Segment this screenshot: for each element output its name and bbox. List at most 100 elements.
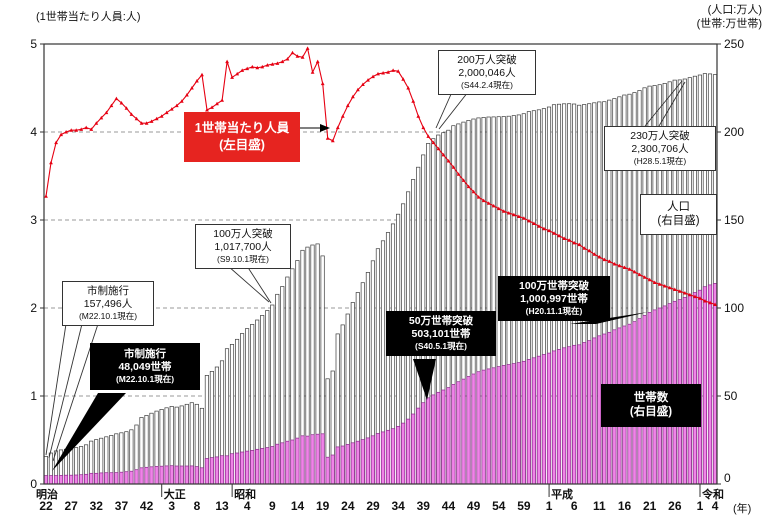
households-bar xyxy=(481,369,486,485)
households-bar xyxy=(204,458,209,485)
households-bar xyxy=(275,443,280,485)
households-bar xyxy=(194,466,199,485)
callout-value: 503,101世帯 xyxy=(411,328,471,341)
per-household-markers xyxy=(44,46,718,307)
households-bar xyxy=(325,456,330,485)
x-axis-unit: (年) xyxy=(733,503,752,515)
households-bar xyxy=(350,442,355,485)
households-bar xyxy=(546,352,552,485)
x-axis-tick-label: 39 xyxy=(416,499,430,513)
households-bar xyxy=(63,474,69,485)
callout-leader-line xyxy=(658,81,686,127)
households-bar xyxy=(416,407,421,485)
households-bar xyxy=(556,349,562,485)
right-axis-tick-label: 50 xyxy=(724,389,738,403)
right-axis-tick-label: 200 xyxy=(724,125,745,139)
households-bar xyxy=(526,359,531,485)
households-bar xyxy=(104,472,109,485)
households-bar xyxy=(345,444,350,485)
households-bar xyxy=(245,450,250,485)
callout-leader-line xyxy=(227,265,270,303)
households-bar xyxy=(330,454,335,485)
x-axis-tick-label: 29 xyxy=(366,499,380,513)
households-bar xyxy=(199,467,204,485)
households-bar xyxy=(179,465,184,485)
left-axis-tick-label: 5 xyxy=(30,37,37,51)
x-axis-tick-label: 54 xyxy=(492,499,506,513)
callout-two-point-three-million-population: 230万人突破 2,300,706人 (H28.5.1現在) xyxy=(604,126,716,171)
households-bar xyxy=(310,434,315,485)
callout-title: 100万人突破 xyxy=(213,228,273,240)
right-axis-title-population: (人口:万人) xyxy=(707,4,762,16)
x-axis-tick-label: 8 xyxy=(193,499,201,513)
x-axis-tick-label: 16 xyxy=(617,499,632,513)
households-bar xyxy=(476,371,481,485)
households-bar xyxy=(471,373,476,485)
households-bar xyxy=(74,474,79,485)
right-axis-tick-label: 150 xyxy=(724,213,745,227)
households-bar xyxy=(486,368,491,485)
households-bar xyxy=(250,450,255,485)
x-axis-tick-label: 59 xyxy=(517,499,531,513)
x-axis-tick-label: 9 xyxy=(269,499,276,513)
households-bar xyxy=(99,472,104,485)
households-bar xyxy=(360,439,365,485)
callout-one-million-households: 100万世帯突破 1,000,997世帯 (H20.11.1現在) xyxy=(498,276,610,321)
callout-leader-line xyxy=(246,265,272,304)
households-bar xyxy=(380,431,386,485)
households-bar xyxy=(390,428,396,485)
callout-date: (H20.11.1現在) xyxy=(525,306,583,317)
x-axis-tick-label: 14 xyxy=(290,499,305,513)
households-bar xyxy=(441,389,446,485)
x-axis-tick-label: 42 xyxy=(139,499,154,513)
households-bar xyxy=(58,475,64,485)
households-bar xyxy=(285,440,290,485)
callout-city-founding-households: 市制施行 48,049世帯 (M22.10.1現在) xyxy=(90,343,200,390)
x-axis-tick-label: 27 xyxy=(64,499,78,513)
households-bar xyxy=(219,455,225,485)
households-bar xyxy=(69,474,74,485)
households-bar xyxy=(305,435,310,485)
legend-scale-note: (左目盛) xyxy=(219,137,265,152)
plot-frame xyxy=(43,43,718,485)
households-bar xyxy=(406,418,411,485)
callout-value: 2,300,706人 xyxy=(631,143,689,156)
right-axis-tick-label: 0 xyxy=(724,471,731,485)
callout-date: (M22.10.1現在) xyxy=(78,311,138,322)
households-bar xyxy=(531,357,536,485)
x-axis-tick-label: 1 xyxy=(696,499,704,513)
legend-label: 人口 xyxy=(667,201,690,213)
callout-date: (S9.10.1現在) xyxy=(217,254,269,265)
households-bar xyxy=(431,394,436,485)
households-bar xyxy=(89,472,94,485)
households-bar xyxy=(456,381,461,485)
callout-value: 157,496人 xyxy=(83,298,133,311)
x-axis-tick-label: 37 xyxy=(114,499,129,513)
households-bar xyxy=(169,465,174,485)
callout-leader-line xyxy=(48,323,83,459)
era-label: 明治 xyxy=(36,489,58,501)
households-bar xyxy=(551,350,557,485)
callout-leader-line xyxy=(644,80,683,127)
households-bar xyxy=(174,465,179,485)
households-bar xyxy=(385,429,391,485)
callout-date: (S44.2.4現在) xyxy=(461,80,513,91)
x-axis-tick-label: 26 xyxy=(668,499,682,513)
x-axis-tick-label: 49 xyxy=(466,499,481,513)
left-axis-tick-label: 1 xyxy=(30,389,37,403)
households-bar xyxy=(370,435,375,485)
x-axis-tick-label: 4 xyxy=(243,499,251,513)
households-bar xyxy=(209,457,214,485)
households-bar xyxy=(255,448,260,485)
households-bar xyxy=(139,467,144,485)
households-bar xyxy=(496,366,501,485)
households-bar xyxy=(562,347,567,485)
callout-value: 1,017,700人 xyxy=(214,241,272,254)
households-bar xyxy=(461,378,466,485)
callout-title: 230万人突破 xyxy=(630,130,690,142)
households-bar xyxy=(572,344,577,485)
callout-leader-line xyxy=(438,91,469,130)
callout-title: 市制施行 xyxy=(124,348,166,360)
